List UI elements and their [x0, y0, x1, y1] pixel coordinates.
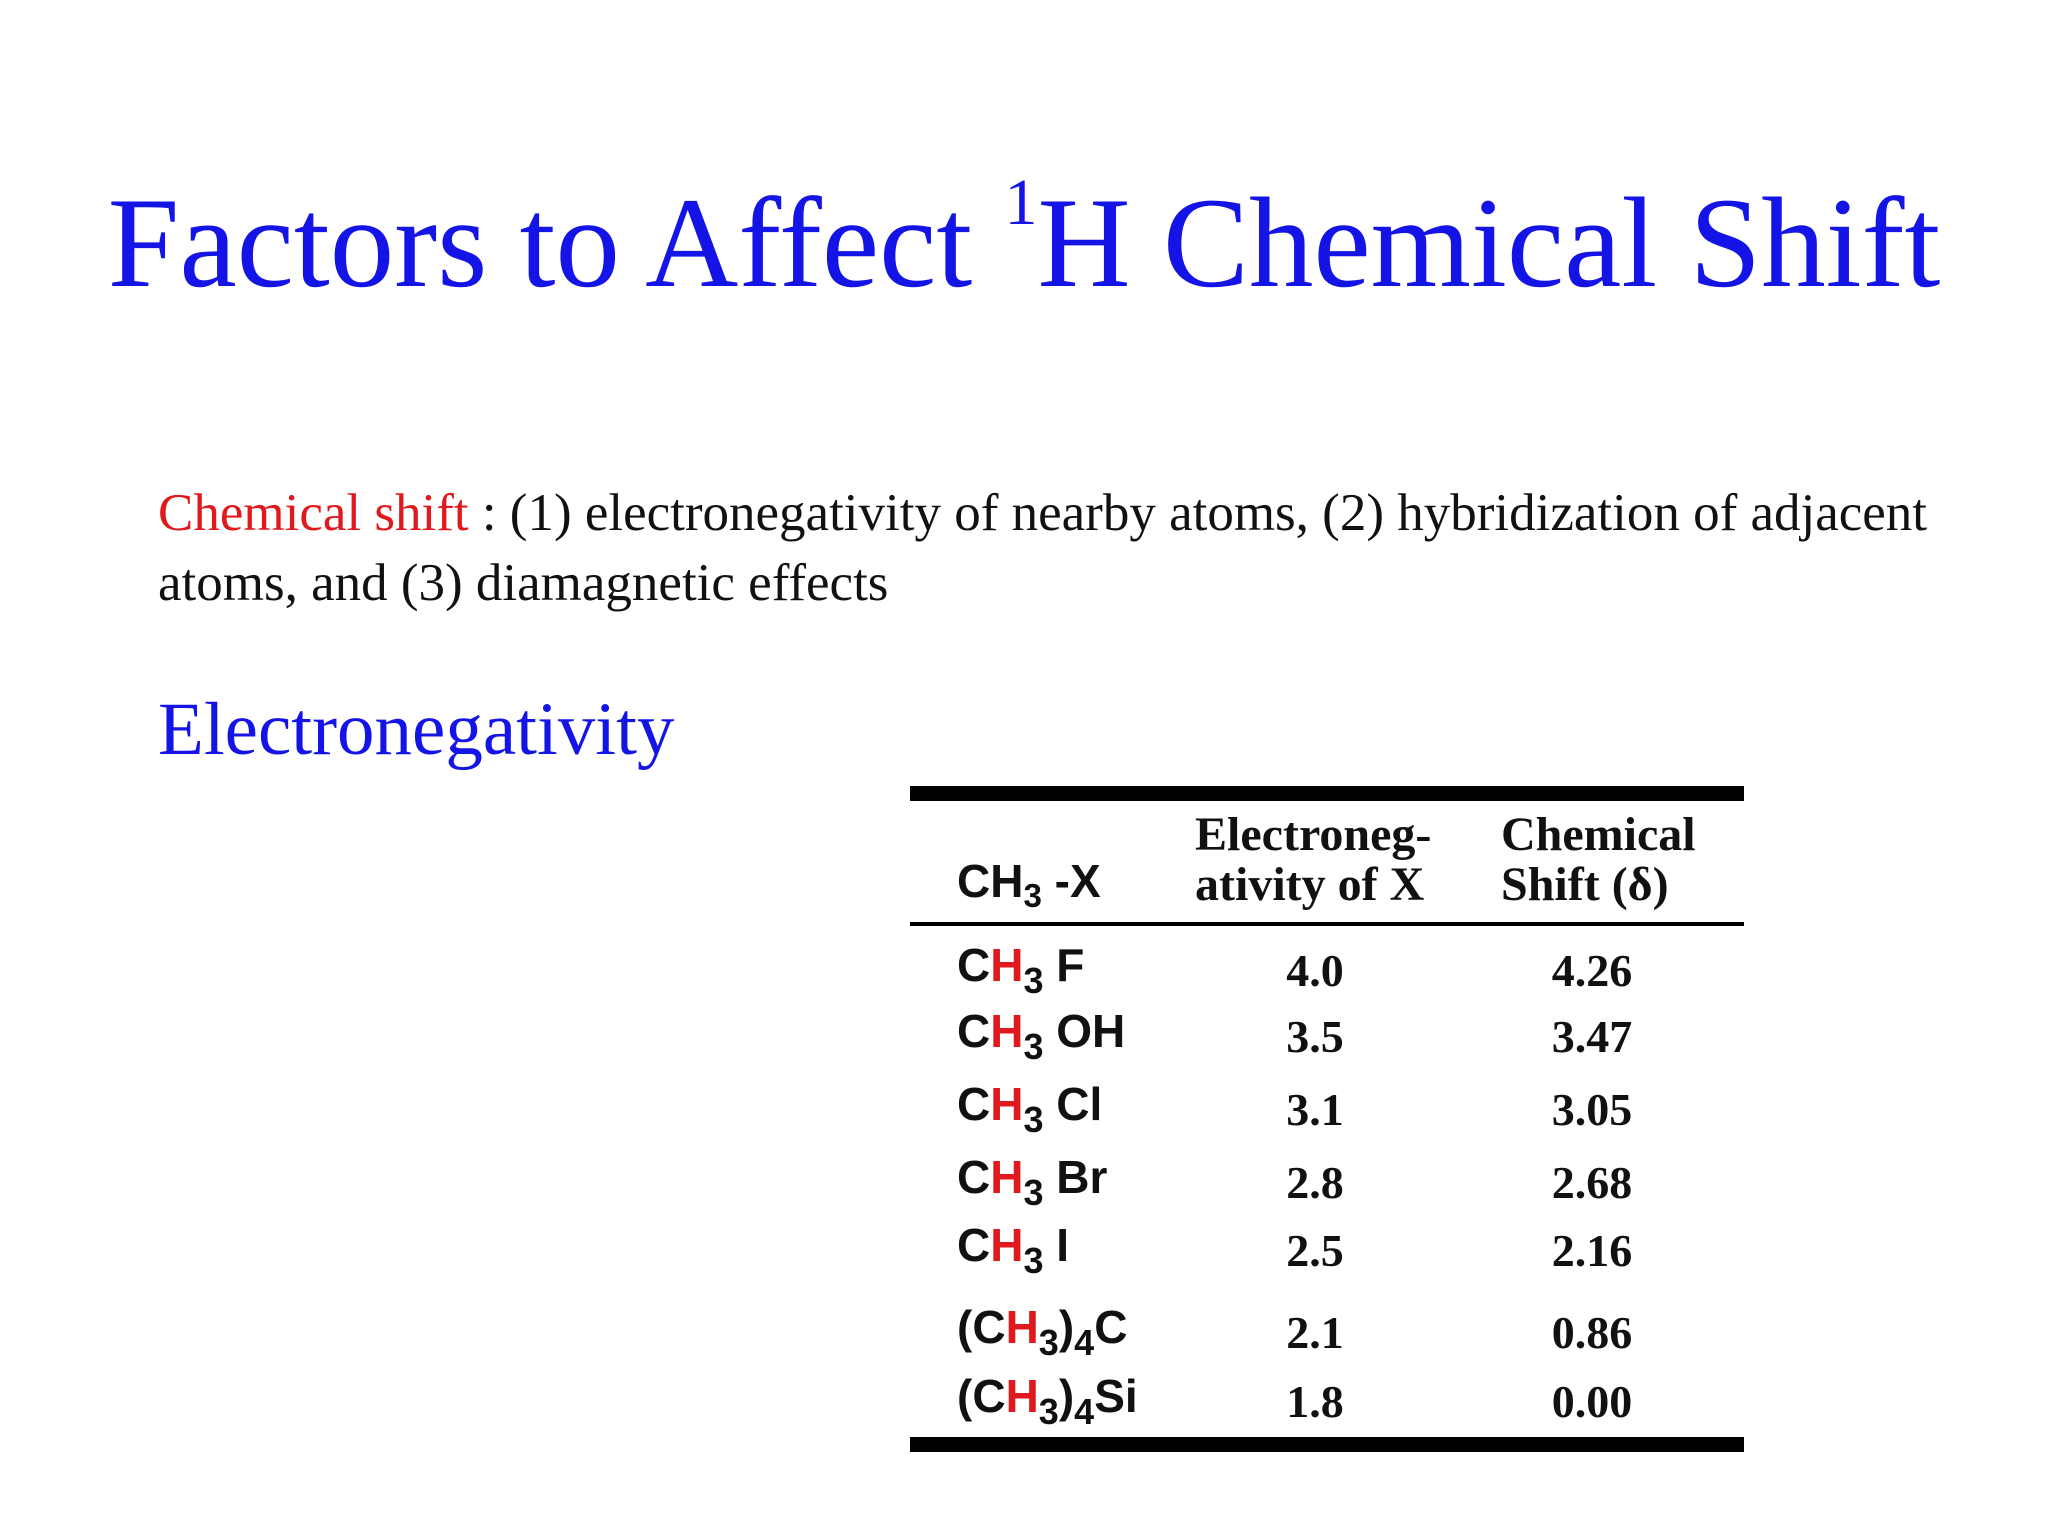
section-heading: Electronegativity [158, 688, 675, 771]
compound-cell: CH3 I [957, 1219, 1070, 1281]
header-compound: CH3 -X [957, 855, 1101, 915]
table-row: CH3 I 2.5 2.16 [910, 1218, 1744, 1281]
compound-cell: CH3 F [957, 939, 1085, 1001]
table-row: CH3 OH 3.5 3.47 [910, 1004, 1744, 1067]
title-superscript: 1 [1004, 166, 1038, 239]
electronegativity-cell: 1.8 [1286, 1376, 1344, 1427]
compound-cell: CH3 OH [957, 1005, 1126, 1067]
intro-text: : (1) electronegativity of nearby atoms,… [158, 484, 1928, 612]
title-suffix: H Chemical Shift [1037, 171, 1941, 314]
electronegativity-cell: 4.0 [1286, 945, 1344, 996]
shift-cell: 2.16 [1551, 1225, 1633, 1276]
slide-title: Factors to Affect 1H Chemical Shift [0, 170, 2048, 308]
table-header-rule [910, 922, 1744, 926]
chemical-shift-table: CH3 -X Electroneg-ativity of X Chemical S… [910, 786, 1744, 1453]
table-row: CH3 Cl 3.1 3.05 [910, 1077, 1744, 1140]
shift-cell: 0.86 [1551, 1307, 1633, 1358]
electronegativity-cell: 2.8 [1286, 1157, 1344, 1208]
compound-cell: (CH3)4C [957, 1301, 1128, 1363]
shift-cell: 4.26 [1551, 945, 1633, 996]
shift-cell: 3.05 [1551, 1084, 1633, 1135]
table-row: (CH3)4C 2.1 0.86 [910, 1300, 1744, 1363]
shift-cell: 3.47 [1551, 1011, 1633, 1062]
table-row: CH3 Br 2.8 2.68 [910, 1150, 1744, 1213]
compound-cell: CH3 Br [957, 1151, 1108, 1213]
header-electronegativity: Electroneg-ativity of X [1195, 810, 1431, 910]
header-chemical-shift: Chemical Shift (δ) [1501, 810, 1696, 910]
compound-cell: CH3 Cl [957, 1078, 1103, 1140]
table-top-rule [910, 786, 1744, 801]
header-compound-suffix: -X [1041, 855, 1101, 907]
header-compound-sub: 3 [1023, 878, 1042, 915]
title-prefix: Factors to Affect [107, 171, 1005, 314]
header-compound-prefix: CH [957, 855, 1024, 907]
electronegativity-cell: 2.1 [1286, 1307, 1344, 1358]
electronegativity-cell: 3.5 [1286, 1011, 1344, 1062]
compound-cell: (CH3)4Si [957, 1370, 1138, 1432]
header-cs-line2: Shift (δ) [1501, 858, 1669, 911]
intro-highlight: Chemical shift [158, 484, 469, 542]
table-bottom-rule [910, 1437, 1744, 1452]
table-row: CH3 F 4.0 4.26 [910, 938, 1744, 1001]
header-cs-line1: Chemical [1501, 808, 1696, 861]
shift-cell: 0.00 [1551, 1376, 1633, 1427]
electronegativity-cell: 3.1 [1286, 1084, 1344, 1135]
electronegativity-cell: 2.5 [1286, 1225, 1344, 1276]
table-row: (CH3)4Si 1.8 0.00 [910, 1369, 1744, 1432]
intro-paragraph: Chemical shift : (1) electronegativity o… [158, 478, 1938, 618]
header-en-line1: Electroneg- [1195, 808, 1432, 861]
header-en-line2: ativity of X [1195, 858, 1425, 911]
shift-cell: 2.68 [1551, 1157, 1633, 1208]
